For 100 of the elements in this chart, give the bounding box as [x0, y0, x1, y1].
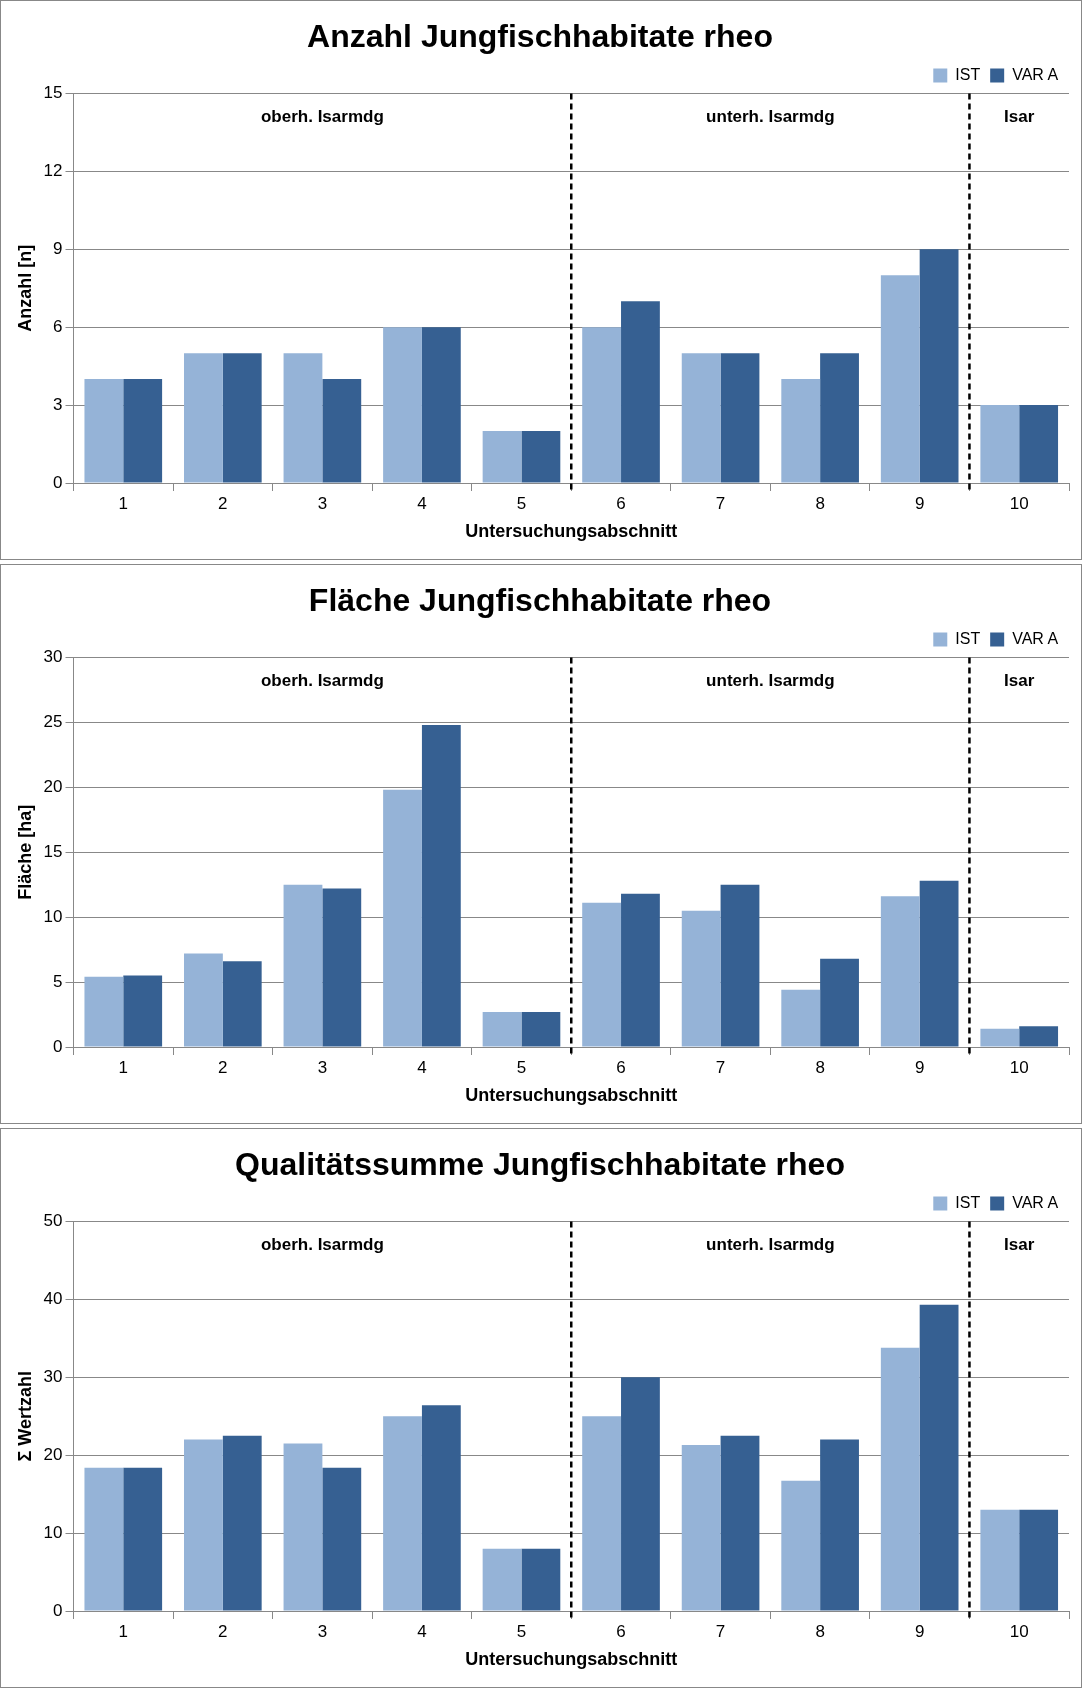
- x-tick-label: 3: [317, 493, 328, 513]
- x-tick-label: 2: [218, 1621, 228, 1641]
- bar: [222, 1435, 262, 1611]
- chart-title: Qualitätssumme Jungfischhabitate rheo: [235, 1146, 845, 1183]
- x-tick-label: 5: [516, 1621, 527, 1641]
- bar: [880, 275, 920, 483]
- x-tick-label: 5: [516, 1057, 527, 1077]
- bar: [383, 327, 422, 483]
- annotation: Isar: [1004, 671, 1035, 691]
- bar: [582, 327, 622, 483]
- legend-label: VAR A: [1012, 629, 1059, 647]
- bar: [383, 789, 422, 1047]
- bar: [820, 1439, 859, 1611]
- bar: [621, 301, 660, 483]
- bar: [582, 902, 622, 1047]
- legend-label: IST: [955, 65, 981, 83]
- x-tick-label: 6: [616, 1621, 626, 1641]
- x-tick-label: 4: [417, 493, 427, 513]
- bar: [222, 353, 262, 483]
- bar: [820, 353, 859, 483]
- bar: [322, 888, 362, 1047]
- x-tick-label: 1: [118, 1057, 129, 1077]
- annotation: unterh. Isarmdg: [706, 1235, 835, 1255]
- bar: [521, 1011, 561, 1047]
- bar: [383, 1416, 422, 1611]
- x-tick-label: 10: [1009, 1621, 1029, 1641]
- bar: [283, 1443, 323, 1611]
- y-axis-title: Anzahl [n]: [14, 244, 35, 332]
- x-tick-label: 4: [417, 1057, 427, 1077]
- bar: [123, 379, 163, 483]
- bar: [123, 975, 163, 1047]
- bar: [1019, 1509, 1059, 1611]
- annotation: Isar: [1004, 107, 1035, 127]
- y-tick-label: 20: [43, 776, 63, 796]
- legend-label: VAR A: [1012, 65, 1059, 83]
- bar: [582, 1416, 622, 1611]
- annotation: oberh. Isarmdg: [260, 107, 384, 127]
- bar: [482, 1011, 522, 1047]
- bar: [720, 1435, 760, 1611]
- y-tick-label: 9: [53, 238, 63, 258]
- bar: [322, 1467, 362, 1611]
- bar: [421, 327, 461, 483]
- x-tick-label: 6: [616, 493, 626, 513]
- bar: [720, 353, 760, 483]
- y-tick-label: 10: [43, 906, 63, 926]
- bar: [521, 431, 561, 483]
- bar: [521, 1548, 561, 1611]
- bar: [621, 1377, 660, 1611]
- bar: [919, 1304, 959, 1611]
- annotation: Isar: [1004, 1235, 1035, 1255]
- bar: [1019, 1026, 1059, 1047]
- y-tick-label: 15: [43, 83, 63, 103]
- bar: [184, 353, 223, 483]
- annotation: oberh. Isarmdg: [260, 671, 384, 691]
- bar: [1019, 405, 1059, 483]
- legend-label: VAR A: [1012, 1193, 1059, 1211]
- y-tick-label: 15: [43, 841, 63, 861]
- chart-title: Anzahl Jungfischhabitate rheo: [307, 18, 773, 55]
- bar: [84, 1467, 124, 1611]
- bar: [919, 249, 959, 483]
- bar: [781, 1480, 821, 1611]
- y-tick-label: 0: [53, 472, 63, 492]
- bar: [482, 1548, 522, 1611]
- x-tick-label: 1: [118, 1621, 129, 1641]
- annotation: unterh. Isarmdg: [706, 671, 835, 691]
- y-tick-label: 10: [43, 1522, 63, 1542]
- annotation: oberh. Isarmdg: [260, 1235, 384, 1255]
- bar: [84, 976, 124, 1047]
- chart-title: Fläche Jungfischhabitate rheo: [308, 582, 772, 619]
- bar: [283, 884, 323, 1047]
- x-tick-label: 8: [815, 493, 825, 513]
- bar: [880, 896, 920, 1047]
- y-tick-label: 12: [43, 161, 63, 181]
- y-axis-title: Fläche [ha]: [14, 804, 35, 900]
- x-tick-label: 10: [1009, 1057, 1029, 1077]
- bar: [184, 953, 223, 1047]
- x-tick-label: 10: [1009, 493, 1029, 513]
- bar: [919, 880, 959, 1047]
- x-tick-label: 7: [715, 493, 726, 513]
- x-tick-label: 2: [218, 493, 228, 513]
- bar: [720, 884, 760, 1047]
- bar: [781, 989, 821, 1047]
- x-tick-label: 1: [118, 493, 129, 513]
- bar: [322, 379, 362, 483]
- bar: [222, 961, 262, 1047]
- y-tick-label: 0: [53, 1600, 63, 1620]
- bar: [621, 893, 660, 1047]
- legend-label: IST: [955, 1193, 981, 1211]
- bar: [681, 353, 721, 483]
- bar: [820, 958, 859, 1047]
- bar: [681, 910, 721, 1047]
- x-tick-label: 7: [715, 1621, 726, 1641]
- x-tick-label: 9: [914, 493, 925, 513]
- y-axis-title: Σ Wertzahl: [14, 1370, 35, 1462]
- bar: [283, 353, 323, 483]
- bar: [482, 431, 522, 483]
- x-tick-label: 8: [815, 1621, 825, 1641]
- y-tick-label: 40: [43, 1289, 63, 1309]
- x-tick-label: 9: [914, 1057, 925, 1077]
- y-tick-label: 30: [43, 647, 63, 667]
